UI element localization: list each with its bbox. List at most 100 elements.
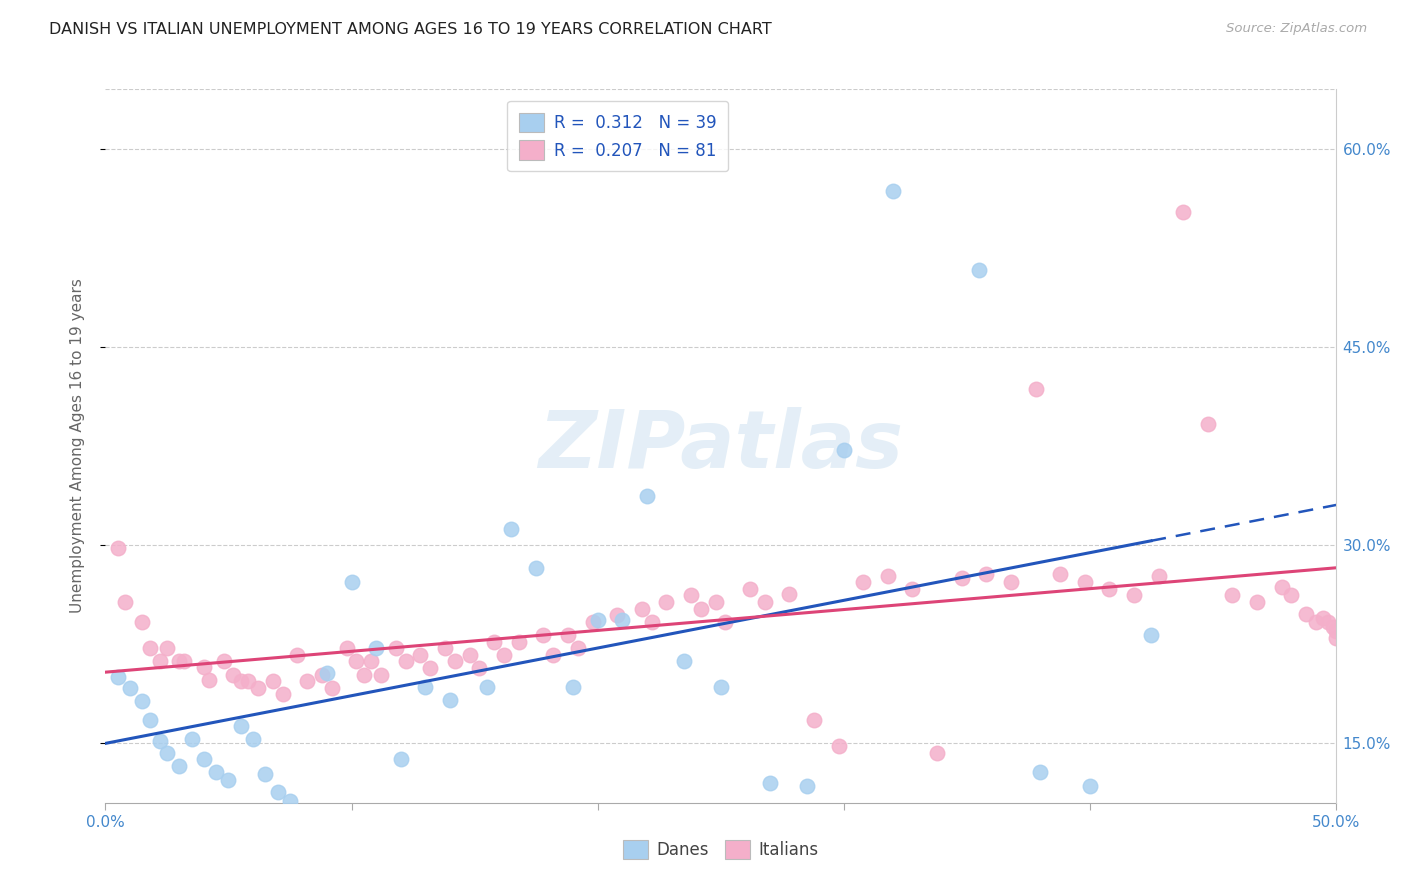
Point xyxy=(156,746,179,760)
Point xyxy=(631,601,654,615)
Point xyxy=(1123,588,1146,602)
Point xyxy=(1317,615,1340,629)
Point xyxy=(419,661,441,675)
Point xyxy=(409,648,432,662)
Point xyxy=(336,641,359,656)
Point xyxy=(681,588,703,602)
Point xyxy=(524,560,547,574)
Point xyxy=(169,654,191,668)
Point xyxy=(927,746,949,760)
Point xyxy=(197,673,221,687)
Point xyxy=(131,615,153,629)
Point xyxy=(1246,595,1268,609)
Text: Source: ZipAtlas.com: Source: ZipAtlas.com xyxy=(1226,22,1367,36)
Point xyxy=(193,752,215,766)
Point xyxy=(278,795,301,809)
Point xyxy=(193,659,215,673)
Point xyxy=(242,732,264,747)
Point xyxy=(796,779,818,793)
Point xyxy=(557,628,579,642)
Point xyxy=(173,654,195,668)
Point xyxy=(636,489,658,503)
Point xyxy=(508,634,530,648)
Point xyxy=(1281,588,1303,602)
Point xyxy=(107,541,129,555)
Point xyxy=(832,442,855,457)
Point xyxy=(297,674,319,689)
Point xyxy=(315,666,337,681)
Point xyxy=(229,719,252,733)
Point xyxy=(1147,568,1170,582)
Point xyxy=(582,615,605,629)
Point xyxy=(468,661,491,675)
Point xyxy=(714,615,737,629)
Point xyxy=(366,641,388,656)
Point xyxy=(690,601,713,615)
Point xyxy=(501,522,523,536)
Point xyxy=(1312,611,1334,625)
Point xyxy=(138,641,162,656)
Point xyxy=(1222,588,1244,602)
Point xyxy=(1305,615,1327,629)
Point xyxy=(267,785,290,799)
Point xyxy=(740,582,762,596)
Point xyxy=(169,759,191,773)
Point xyxy=(389,752,412,766)
Point xyxy=(1197,417,1219,431)
Point xyxy=(754,595,776,609)
Point xyxy=(710,680,733,694)
Point xyxy=(586,614,609,628)
Point xyxy=(138,713,162,727)
Point xyxy=(415,680,437,694)
Point xyxy=(218,773,240,788)
Point xyxy=(704,595,727,609)
Point xyxy=(562,680,585,694)
Point xyxy=(434,641,457,656)
Point xyxy=(321,681,343,695)
Point xyxy=(120,681,141,695)
Point xyxy=(882,184,904,198)
Point xyxy=(1078,779,1101,793)
Point xyxy=(236,674,260,689)
Point xyxy=(212,654,235,668)
Point xyxy=(262,674,284,689)
Point xyxy=(205,765,228,780)
Point xyxy=(655,595,678,609)
Point xyxy=(370,667,392,681)
Point xyxy=(494,648,516,662)
Point xyxy=(759,776,782,790)
Legend: Danes, Italians: Danes, Italians xyxy=(616,833,825,866)
Point xyxy=(1295,607,1317,621)
Point xyxy=(131,694,153,708)
Point xyxy=(531,628,554,642)
Point xyxy=(180,732,202,747)
Point xyxy=(567,641,589,656)
Point xyxy=(1024,382,1046,396)
Point xyxy=(156,641,179,656)
Point xyxy=(672,654,695,668)
Point xyxy=(950,571,973,585)
Point xyxy=(1324,631,1347,645)
Point xyxy=(606,608,628,623)
Point xyxy=(1000,575,1022,590)
Point xyxy=(484,634,506,648)
Point xyxy=(610,614,633,628)
Point xyxy=(394,654,416,668)
Y-axis label: Unemployment Among Ages 16 to 19 years: Unemployment Among Ages 16 to 19 years xyxy=(70,278,84,614)
Point xyxy=(107,670,129,684)
Point xyxy=(229,674,252,689)
Text: DANISH VS ITALIAN UNEMPLOYMENT AMONG AGES 16 TO 19 YEARS CORRELATION CHART: DANISH VS ITALIAN UNEMPLOYMENT AMONG AGE… xyxy=(49,22,772,37)
Point xyxy=(641,615,664,629)
Point xyxy=(877,568,900,582)
Point xyxy=(287,648,309,662)
Point xyxy=(901,582,924,596)
Point xyxy=(852,575,875,590)
Point xyxy=(1322,620,1344,634)
Point xyxy=(475,680,498,694)
Point xyxy=(1140,628,1163,642)
Point xyxy=(1074,575,1097,590)
Point xyxy=(439,692,461,706)
Point xyxy=(222,667,245,681)
Point xyxy=(149,733,172,747)
Point xyxy=(149,654,172,668)
